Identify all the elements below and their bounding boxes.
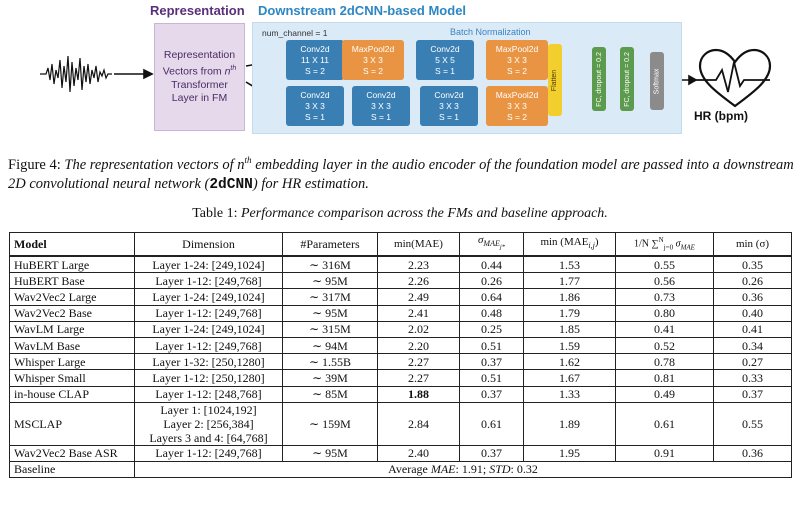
table-row: in-house CLAP Layer 1-12: [248,768] ∼ 85M 1… <box>9 385 792 403</box>
table-row: WavLM Base Layer 1-12: [249,768] ∼ 94M 2.20… <box>9 336 792 355</box>
table-row: Whisper Large Layer 1-32: [250,1280] ∼ 1.5… <box>9 353 792 371</box>
best-value: 1.88 <box>377 385 460 403</box>
col-header-min-sigma: min (σ) <box>713 232 792 257</box>
num-channel-label: num_channel = 1 <box>262 28 328 38</box>
table-row: Wav2Vec2 Base Layer 1-12: [249,768] ∼ 95M 2… <box>9 304 792 322</box>
figure-4: Representation Downstream 2dCNN-based Mo… <box>0 0 800 150</box>
col-header-avg-sigma: 1/N ∑Nj=0 σMAE <box>615 232 714 257</box>
batch-norm-label: Batch Normalization <box>450 27 531 37</box>
table-row-msclap: MSCLAP Layer 1: [1024,192] Layer 2: [256… <box>9 401 792 446</box>
conv-block: Conv2d 11 X 11 S = 2 <box>286 40 344 80</box>
col-header-model: Model <box>9 232 135 257</box>
output-label: HR (bpm) <box>694 109 748 123</box>
table-row: HuBERT Large Layer 1-24: [249,1024] ∼ 316M… <box>9 255 792 274</box>
performance-table: Model Dimension #Parameters min(MAE) σMA… <box>9 232 792 479</box>
table-row: WavLM Large Layer 1-24: [249,1024] ∼ 315M 2… <box>9 320 792 338</box>
table-caption: Table 1: Performance comparison across t… <box>192 206 608 221</box>
table-header-row: Model Dimension #Parameters min(MAE) σMA… <box>9 232 792 257</box>
col-header-sigma: σMAEj* <box>459 232 524 257</box>
softmax-block: Softmax <box>650 52 664 110</box>
col-header-params: #Parameters <box>282 232 378 257</box>
table-row: Wav2Vec2 Large Layer 1-24: [249,1024] ∼ 31… <box>9 288 792 306</box>
heart-rate-icon <box>696 48 772 108</box>
col-header-dimension: Dimension <box>134 232 283 257</box>
table-row-baseline: Baseline Average MAE: 1.91; STD: 0.32 <box>9 460 792 479</box>
flatten-block: Flatten <box>548 44 562 116</box>
table-row: Whisper Small Layer 1-12: [250,1280] ∼ 39M… <box>9 369 792 387</box>
waveform-icon <box>40 55 112 93</box>
col-header-min-mae-ij: min (MAEi,j) <box>523 232 616 257</box>
fc-block: FC, dropout = 0.2 <box>620 47 634 111</box>
downstream-title: Downstream 2dCNN-based Model <box>258 3 467 18</box>
fc-block: FC, dropout = 0.2 <box>592 47 606 111</box>
figure-caption: Figure 4: The representation vectors of … <box>8 155 794 193</box>
table-row: Wav2Vec2 Base ASR Layer 1-12: [249,768] ∼ … <box>9 444 792 462</box>
representation-box: Representation Vectors from nth Transfor… <box>154 23 245 131</box>
col-header-min-mae: min(MAE) <box>377 232 460 257</box>
representation-title: Representation <box>150 3 245 18</box>
baseline-summary: Average MAE: 1.91; STD: 0.32 <box>134 460 792 479</box>
table-row: HuBERT Base Layer 1-12: [249,768] ∼ 95M 2.2… <box>9 272 792 290</box>
